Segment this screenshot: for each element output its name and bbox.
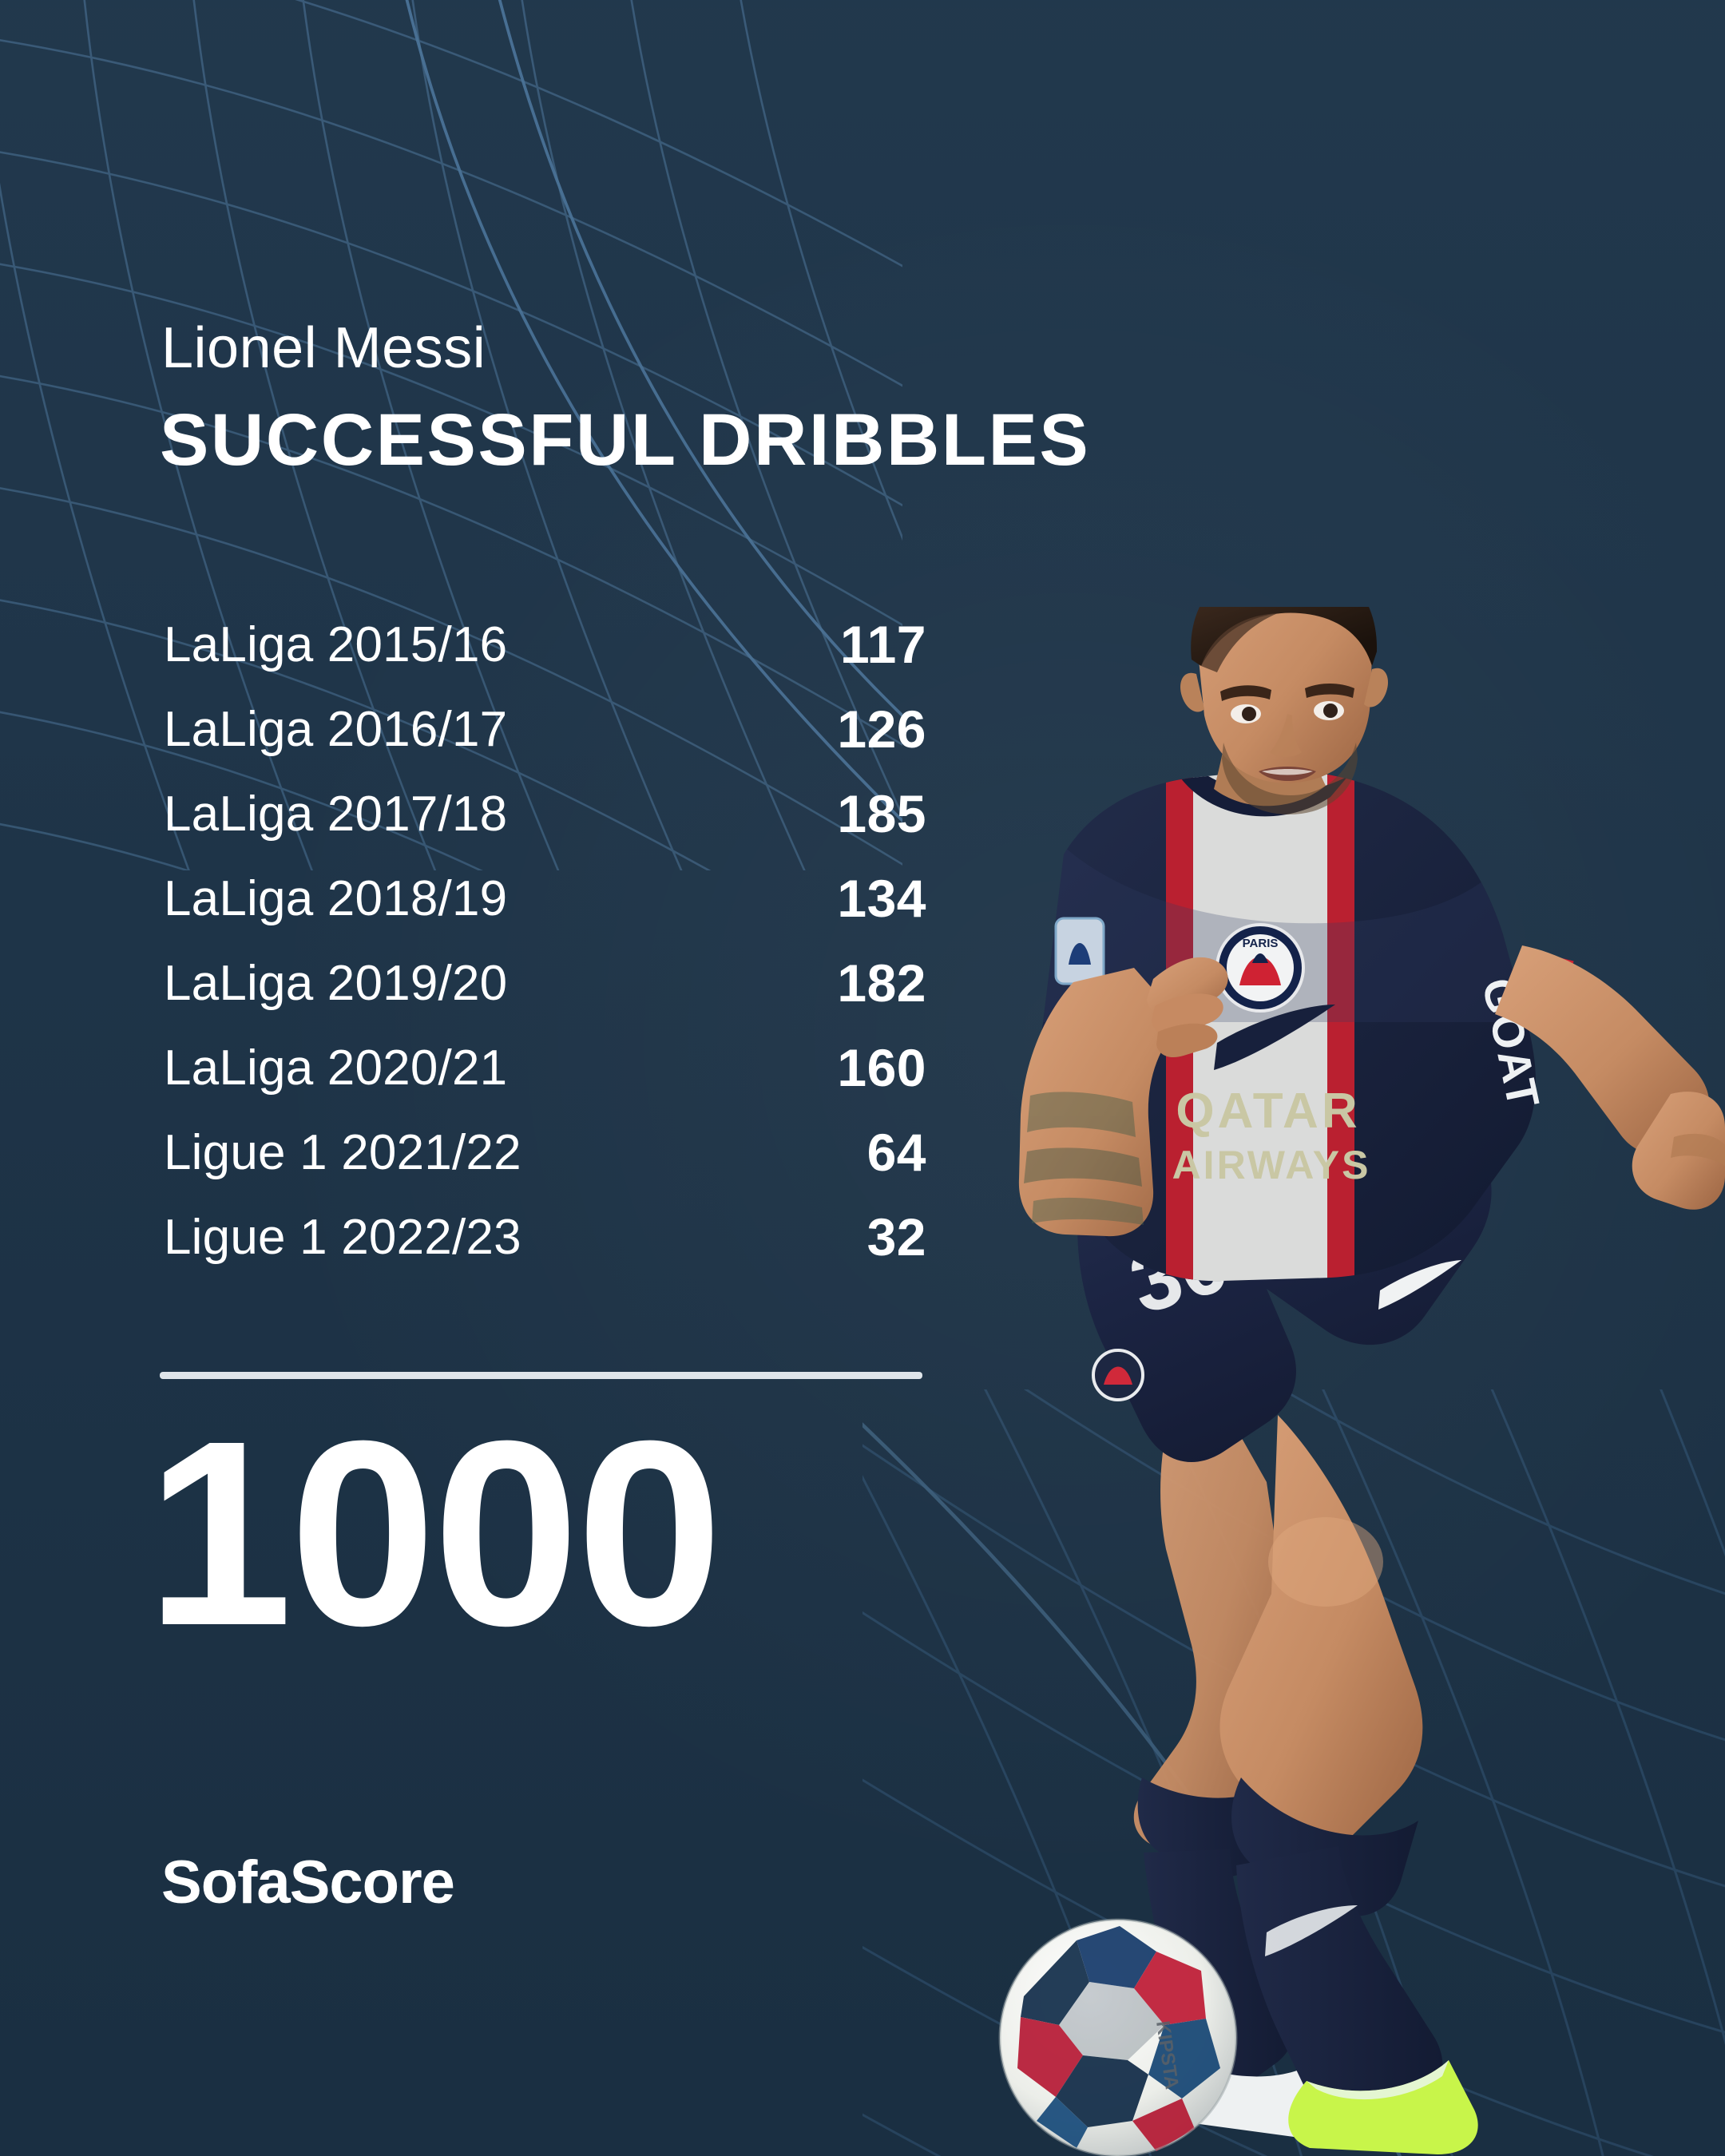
total-value: 1000 (146, 1385, 723, 1680)
list-item: LaLiga 2015/16 117 (160, 615, 926, 703)
season-value: 32 (866, 1207, 926, 1266)
season-value: 126 (837, 700, 926, 759)
season-label: LaLiga 2020/21 (164, 1040, 508, 1096)
season-label: LaLiga 2016/17 (164, 702, 508, 757)
page-title: SUCCESSFUL DRIBBLES (160, 399, 1091, 481)
season-label: LaLiga 2017/18 (164, 787, 508, 842)
season-value: 182 (837, 953, 926, 1013)
season-label: LaLiga 2019/20 (164, 956, 508, 1011)
list-item: Ligue 1 2021/22 64 (160, 1123, 926, 1211)
list-item: LaLiga 2017/18 185 (160, 784, 926, 873)
player-name: Lionel Messi (161, 316, 486, 380)
svg-text:QATAR: QATAR (1176, 1084, 1360, 1139)
season-label: Ligue 1 2022/23 (164, 1210, 521, 1265)
sofascore-logo: SofaScore (161, 1849, 455, 1916)
season-label: Ligue 1 2021/22 (164, 1125, 521, 1180)
season-value: 160 (837, 1038, 926, 1097)
season-value: 117 (840, 615, 926, 674)
list-item: LaLiga 2020/21 160 (160, 1038, 926, 1127)
list-item: LaLiga 2019/20 182 (160, 953, 926, 1042)
list-item: LaLiga 2018/19 134 (160, 869, 926, 957)
season-value: 185 (837, 784, 926, 843)
player-photo: 30 (998, 607, 1725, 2156)
list-item: Ligue 1 2022/23 32 (160, 1207, 926, 1296)
season-label: LaLiga 2015/16 (164, 617, 508, 672)
stats-list: LaLiga 2015/16 117 LaLiga 2016/17 126 La… (160, 615, 926, 1296)
svg-text:PARIS: PARIS (1243, 937, 1279, 950)
season-value: 134 (837, 869, 926, 928)
season-label: LaLiga 2018/19 (164, 871, 508, 926)
list-item: LaLiga 2016/17 126 (160, 700, 926, 788)
season-value: 64 (866, 1123, 926, 1182)
svg-text:AIRWAYS: AIRWAYS (1172, 1143, 1371, 1187)
total-divider (160, 1372, 922, 1379)
